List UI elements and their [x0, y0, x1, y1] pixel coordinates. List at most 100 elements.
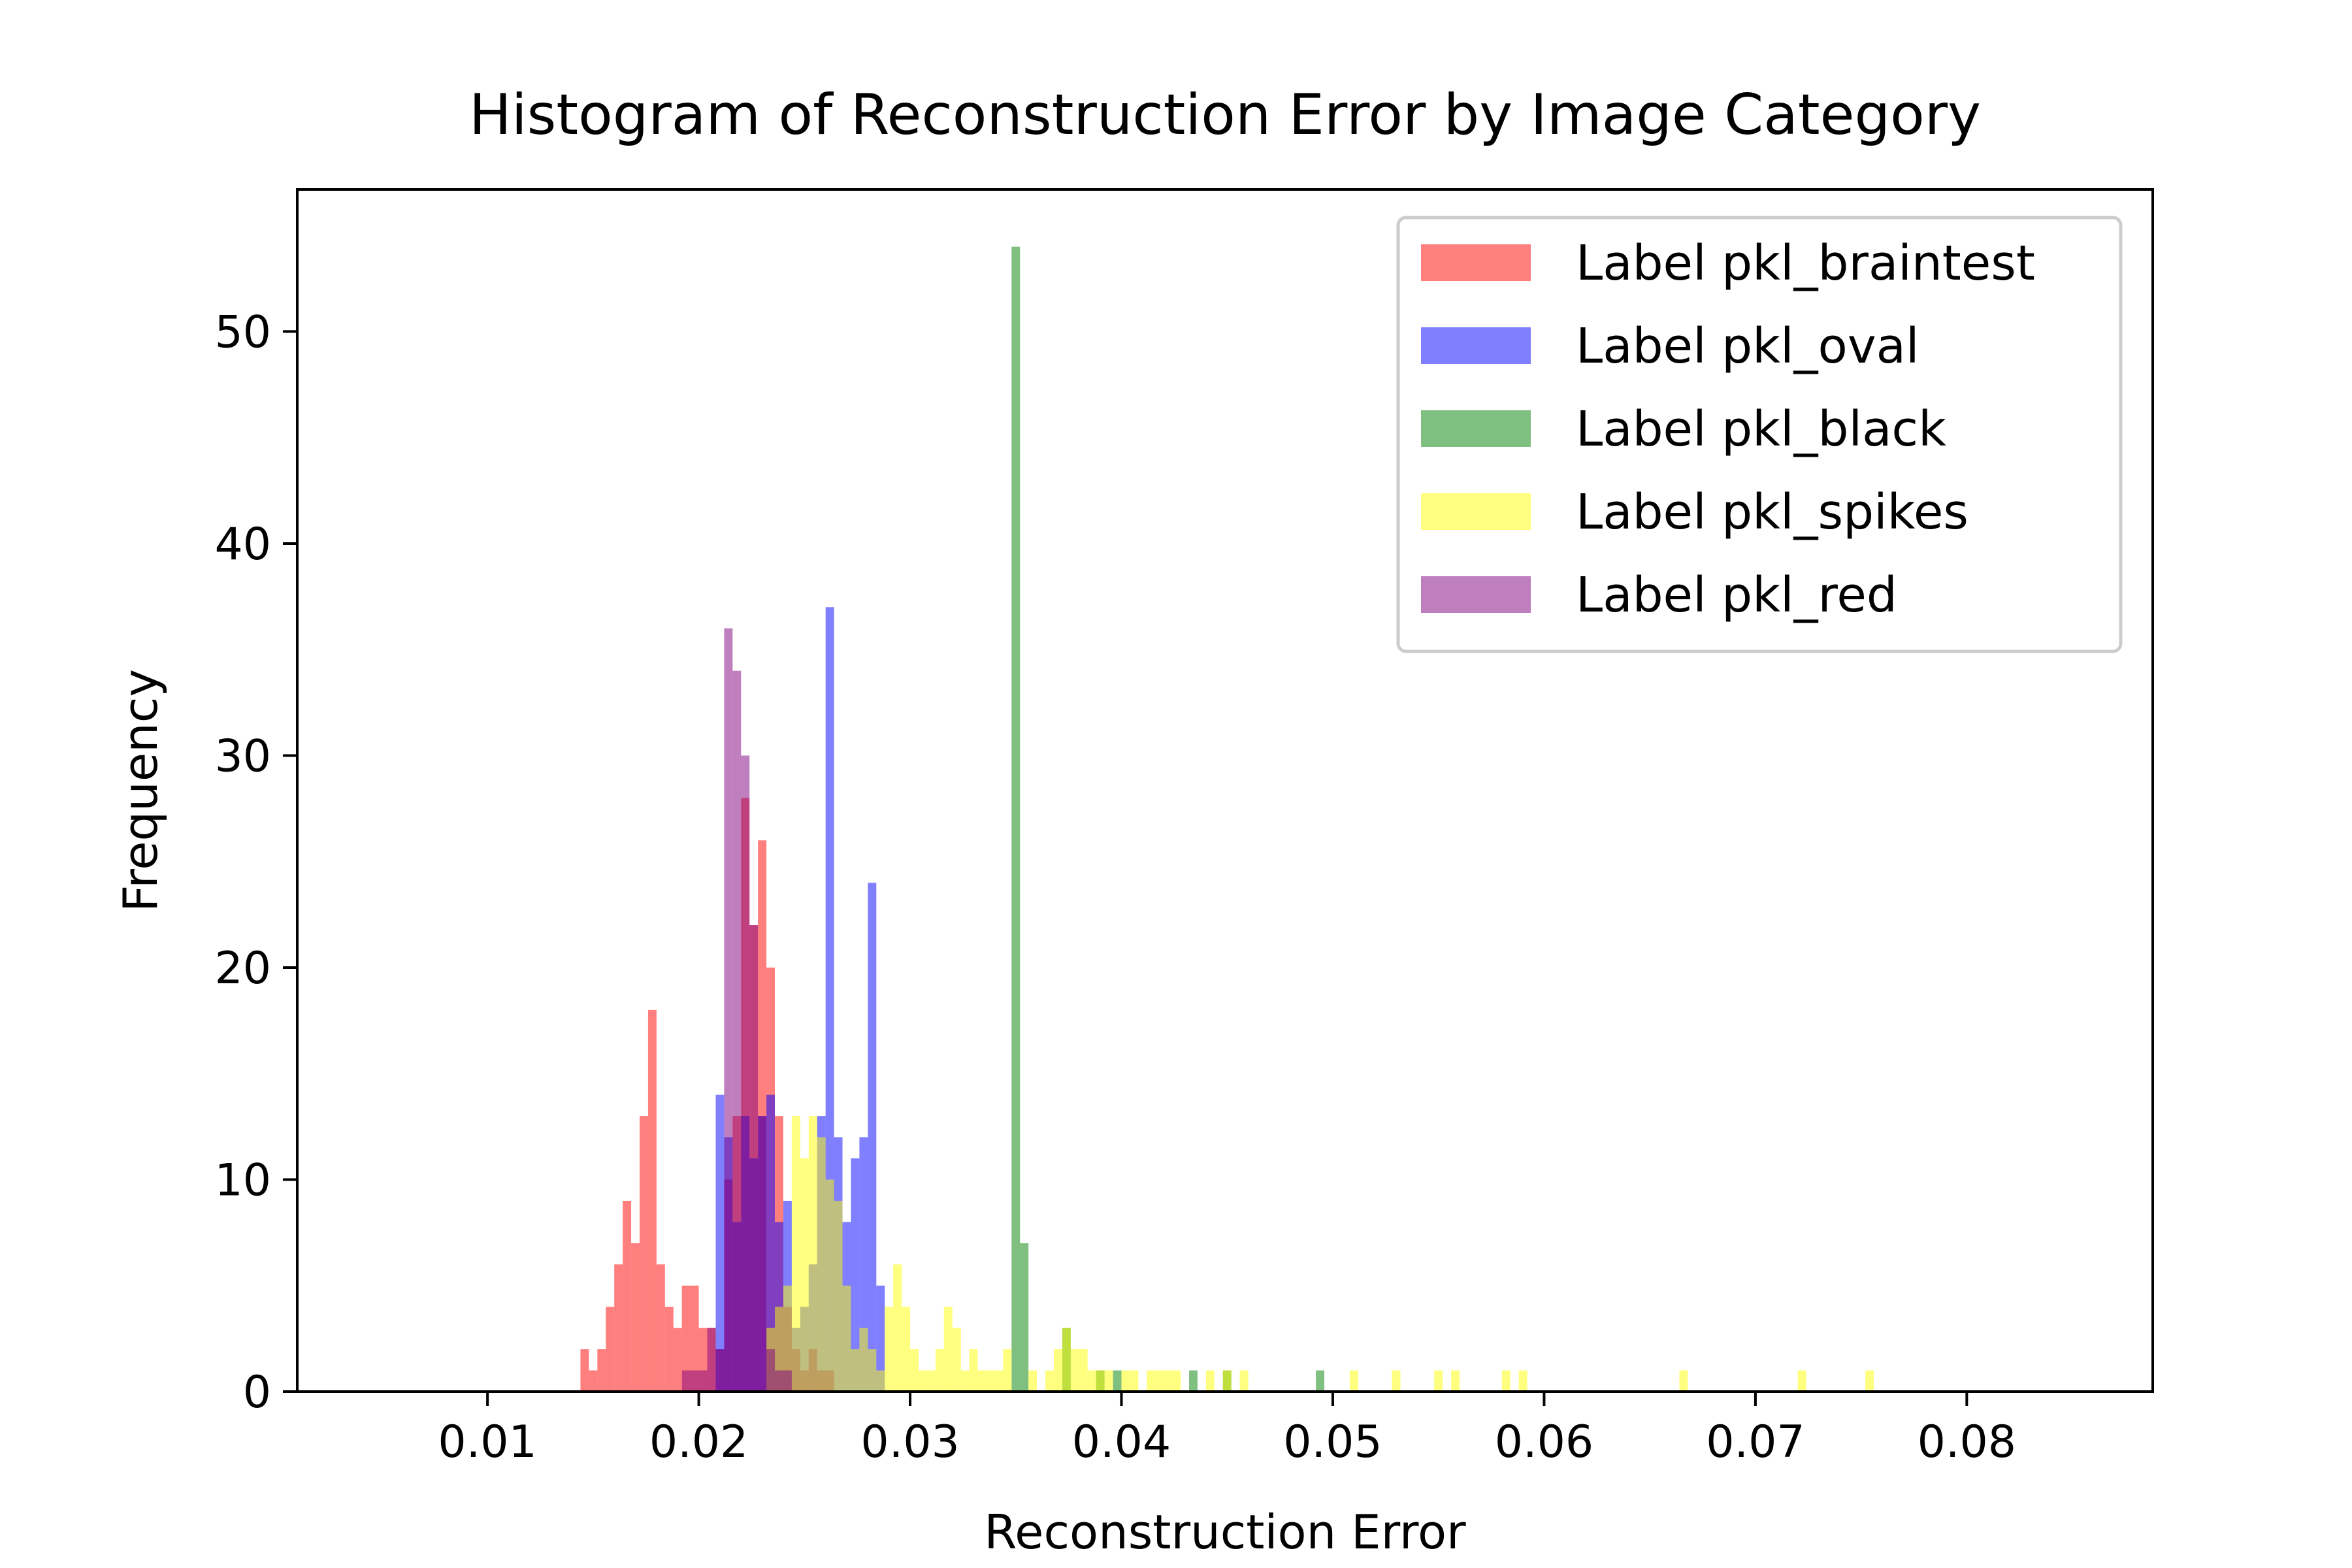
histogram-bar [647, 1009, 657, 1392]
histogram-bar [589, 1370, 598, 1392]
histogram-bar [885, 1307, 894, 1392]
histogram-bar [1797, 1370, 1806, 1392]
histogram-bar [1147, 1370, 1156, 1392]
histogram-bar [994, 1370, 1004, 1392]
y-tick-label: 30 [214, 730, 271, 782]
legend-swatch [1421, 410, 1531, 447]
histogram-bar [580, 1349, 589, 1392]
histogram-bar [868, 1349, 877, 1392]
legend-swatch [1421, 244, 1531, 281]
plot-area-frame [296, 188, 2154, 1393]
histogram-bar [876, 1285, 885, 1392]
y-tick-label: 40 [214, 519, 271, 570]
y-tick-label: 50 [214, 306, 271, 358]
histogram-bar [910, 1349, 919, 1392]
x-axis-ticks: 0.01 0.02 0.03 0.04 0.05 0.06 0.07 0.08 [438, 1392, 2016, 1468]
histogram-bar [1164, 1370, 1173, 1392]
legend-label: Label pkl_spikes [1576, 484, 1968, 540]
x-tick-label: 0.05 [1283, 1416, 1382, 1468]
x-tick-label: 0.08 [1918, 1416, 2016, 1468]
histogram-bars [580, 246, 1874, 1392]
histogram-bar [758, 1116, 767, 1392]
histogram-bar [859, 1328, 868, 1392]
histogram-bar [1451, 1370, 1460, 1392]
histogram-bar [690, 1285, 699, 1392]
histogram-bar [935, 1349, 944, 1392]
histogram-bar [952, 1328, 961, 1392]
legend-frame [1396, 216, 2123, 653]
histogram-bar [614, 1264, 623, 1392]
histogram-bar [597, 1349, 606, 1392]
histogram-bar [1155, 1370, 1164, 1392]
histogram-bar [775, 1370, 783, 1392]
histogram-bar [834, 1200, 843, 1392]
histogram-bar [1392, 1370, 1401, 1392]
x-tick-label: 0.01 [438, 1416, 536, 1468]
histogram-bar [606, 1307, 615, 1392]
histogram-bar [783, 1370, 792, 1392]
legend-label: Label pkl_black [1576, 401, 1946, 457]
x-tick-label: 0.03 [860, 1416, 959, 1468]
histogram-bar [1205, 1370, 1215, 1392]
histogram-bar [1130, 1370, 1139, 1392]
histogram-bar [715, 1094, 725, 1392]
x-tick-label: 0.04 [1072, 1416, 1171, 1468]
histogram-bar [842, 1285, 851, 1392]
x-axis-label: Reconstruction Error [984, 1505, 1466, 1560]
histogram-bar [1679, 1370, 1688, 1392]
y-tick-label: 10 [214, 1154, 271, 1206]
histogram-bar [986, 1370, 995, 1392]
histogram-bar [851, 1158, 860, 1392]
legend-swatch [1421, 327, 1531, 364]
histogram-bar [1121, 1370, 1130, 1392]
histogram-bar [876, 1370, 885, 1392]
y-tick-label: 20 [214, 943, 271, 994]
histogram-bar [1028, 1370, 1037, 1392]
histogram-bar [1865, 1370, 1874, 1392]
histogram-bar [681, 1370, 691, 1392]
histogram-bar [868, 883, 877, 1392]
histogram-bar [918, 1370, 927, 1392]
histogram-bar [690, 1370, 699, 1392]
x-tick-label: 0.06 [1495, 1416, 1593, 1468]
histogram-bar [851, 1349, 860, 1392]
histogram-bar [800, 1158, 809, 1392]
histogram-bar [1316, 1370, 1325, 1392]
histogram-bar [783, 1285, 792, 1392]
histogram-bar [926, 1370, 936, 1392]
histogram-bar [681, 1285, 691, 1392]
histogram-bar [1011, 246, 1021, 1392]
histogram-bar [623, 1200, 632, 1392]
histogram-bar [1045, 1370, 1054, 1392]
histogram-bar [640, 1116, 648, 1392]
histogram-bar [664, 1307, 674, 1392]
histogram-bar [673, 1328, 682, 1392]
histogram-bar [1172, 1370, 1181, 1392]
histogram-bar [766, 1094, 776, 1392]
histogram-bar [893, 1264, 902, 1392]
histogram-bar [656, 1264, 665, 1392]
histogram-bar [969, 1349, 978, 1392]
histogram-bar [943, 1307, 953, 1392]
x-tick-label: 0.07 [1706, 1416, 1805, 1468]
histogram-bar [749, 925, 759, 1392]
histogram-bar [1087, 1370, 1096, 1392]
histogram-bar [1239, 1370, 1249, 1392]
histogram-bar [817, 1137, 826, 1392]
legend-label: Label pkl_braintest [1576, 235, 2035, 291]
histogram-bar [1053, 1349, 1062, 1392]
histogram-bar [1003, 1349, 1012, 1392]
histogram-bar [1113, 1370, 1122, 1392]
y-tick-label: 0 [243, 1367, 271, 1418]
legend-label: Label pkl_red [1576, 567, 1897, 623]
histogram-bar [1104, 1370, 1113, 1392]
legend-label: Label pkl_oval [1576, 318, 1919, 374]
histogram-bar [902, 1307, 911, 1392]
histogram-bar [791, 1116, 800, 1392]
legend-swatch [1421, 493, 1531, 530]
y-axis-label: Frequency [113, 669, 168, 912]
histogram-bar [1501, 1370, 1511, 1392]
histogram-bar [1096, 1370, 1105, 1392]
legend-entries: Label pkl_braintest Label pkl_oval Label p… [1421, 235, 2035, 623]
